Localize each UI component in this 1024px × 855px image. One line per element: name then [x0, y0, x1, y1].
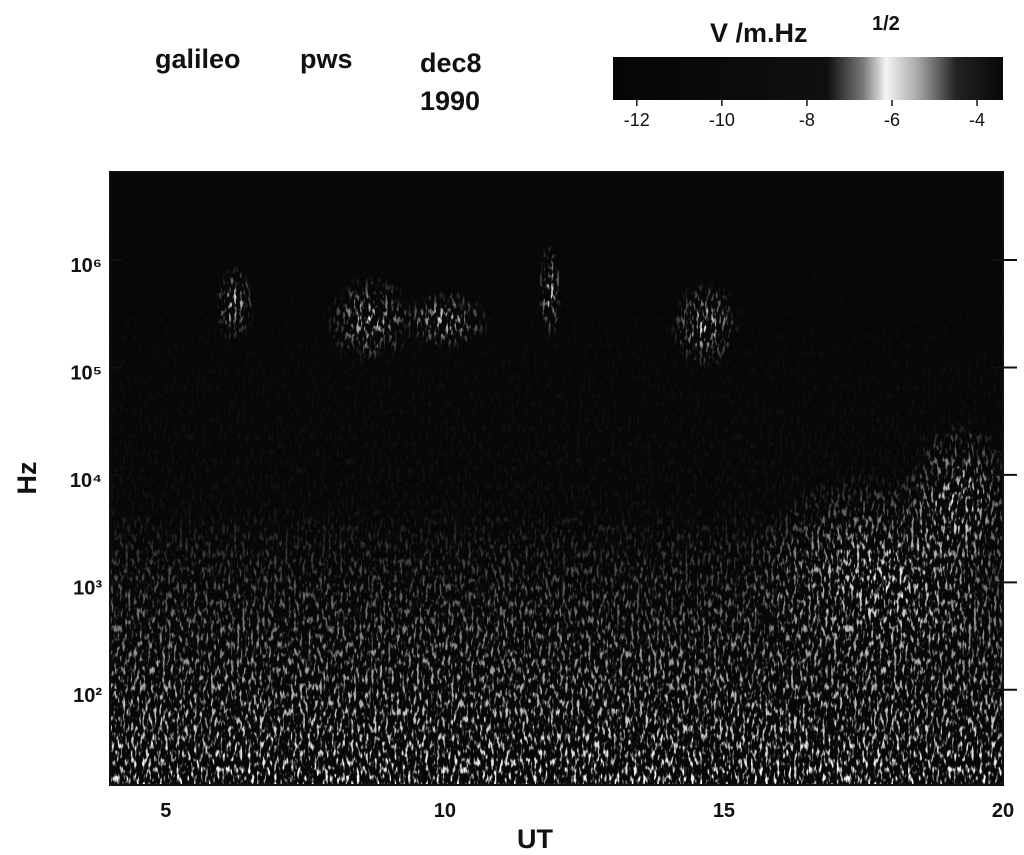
plot-frame — [109, 171, 1004, 786]
colorbar-gradient — [613, 57, 1003, 100]
colorbar-tick-label: -12 — [624, 110, 650, 130]
spectrogram — [109, 171, 1004, 786]
spectrogram-bursts — [110, 172, 1003, 785]
colorbar-tick-label: -10 — [709, 110, 735, 130]
title-text: pws — [300, 44, 353, 74]
colorbar: V /m.Hz 1/2 -12 -10 -8 -6 -4 — [613, 13, 1003, 130]
y-tick-label: 10⁵ — [70, 362, 102, 384]
x-tick-label: 5 — [160, 800, 171, 822]
colorbar-tick-label: -6 — [884, 110, 900, 130]
colorbar-label-exponent: 1/2 — [872, 13, 900, 35]
colorbar-tick-label: -8 — [799, 110, 815, 130]
title-text: galileo — [155, 44, 241, 74]
title-group: galileo pws dec8 1990 — [155, 44, 482, 116]
colorbar-tick-label: -4 — [969, 110, 985, 130]
colorbar-label: V /m.Hz — [710, 18, 808, 48]
y-tick-label: 10³ — [73, 577, 102, 599]
x-axis-label: UT — [517, 824, 553, 854]
x-tick-label: 10 — [434, 800, 456, 822]
y-tick-label: 10⁶ — [71, 255, 102, 277]
y-axis-label: Hz — [12, 462, 42, 495]
y-tick-label: 10⁴ — [70, 470, 102, 492]
title-text: 1990 — [420, 86, 480, 116]
title-text: dec8 — [420, 48, 482, 78]
x-tick-label: 20 — [992, 800, 1014, 822]
y-tick-label: 10² — [73, 685, 102, 707]
x-tick-label: 15 — [713, 800, 735, 822]
